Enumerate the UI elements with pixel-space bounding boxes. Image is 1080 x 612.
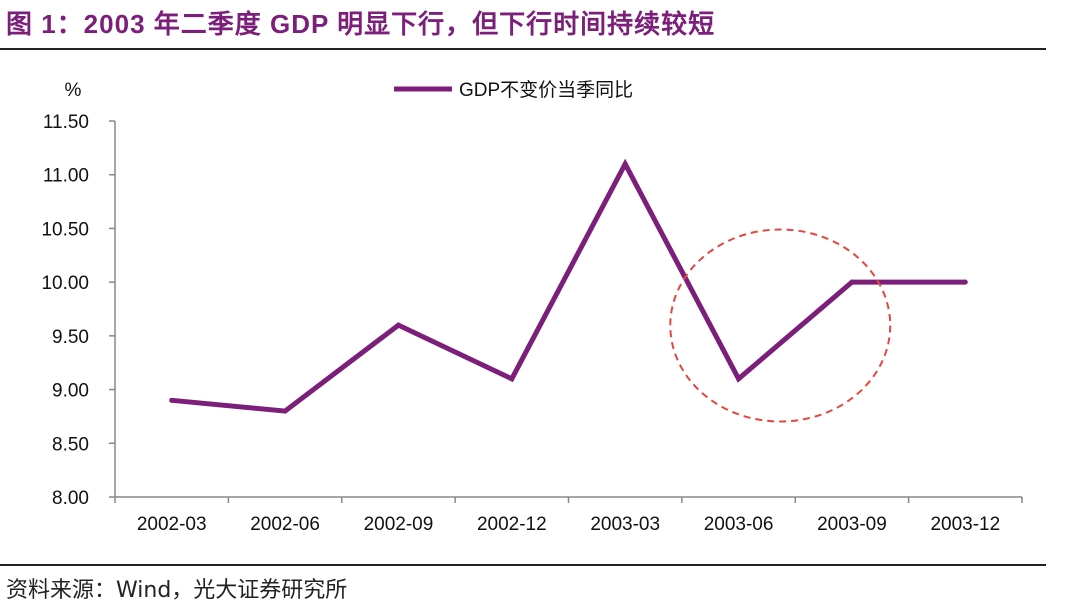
y-tick-label: 8.50: [52, 434, 89, 455]
x-tick-label: 2002-03: [137, 514, 207, 535]
y-tick-label: 9.50: [52, 327, 89, 348]
data-point: [622, 161, 628, 167]
data-point: [962, 279, 968, 285]
y-axis-unit-label: %: [65, 80, 82, 101]
x-tick-label: 2003-03: [590, 514, 660, 535]
source-note: 资料来源：Wind，光大证券研究所: [6, 578, 348, 603]
x-tick-label: 2002-09: [364, 514, 434, 535]
bottom-rule: [0, 564, 1046, 566]
highlight-dashed-ellipse: [669, 228, 892, 423]
y-tick-label: 11.50: [43, 112, 89, 133]
data-point: [282, 408, 288, 414]
x-tick-label: 2003-09: [817, 514, 887, 535]
data-point: [395, 322, 401, 328]
x-tick-label: 2003-06: [704, 514, 774, 535]
data-point: [509, 376, 515, 382]
x-tick-label: 2002-06: [250, 514, 320, 535]
x-tick-label: 2003-12: [930, 514, 1000, 535]
y-tick-label: 9.00: [52, 381, 89, 402]
y-tick-label: 11.00: [43, 166, 89, 187]
y-tick-label: 8.00: [52, 488, 89, 509]
data-point: [736, 376, 742, 382]
y-tick-label: 10.50: [41, 219, 89, 240]
legend: GDP不变价当季同比: [394, 79, 633, 101]
y-tick-label: 10.00: [41, 273, 89, 294]
figure-title: 图 1：2003 年二季度 GDP 明显下行，但下行时间持续较短: [6, 9, 716, 39]
data-point: [849, 279, 855, 285]
x-tick-label: 2002-12: [477, 514, 547, 535]
top-rule: [0, 48, 1046, 50]
legend-label: GDP不变价当季同比: [459, 79, 633, 101]
data-point: [169, 397, 175, 403]
series-line-gdp: [171, 158, 966, 414]
